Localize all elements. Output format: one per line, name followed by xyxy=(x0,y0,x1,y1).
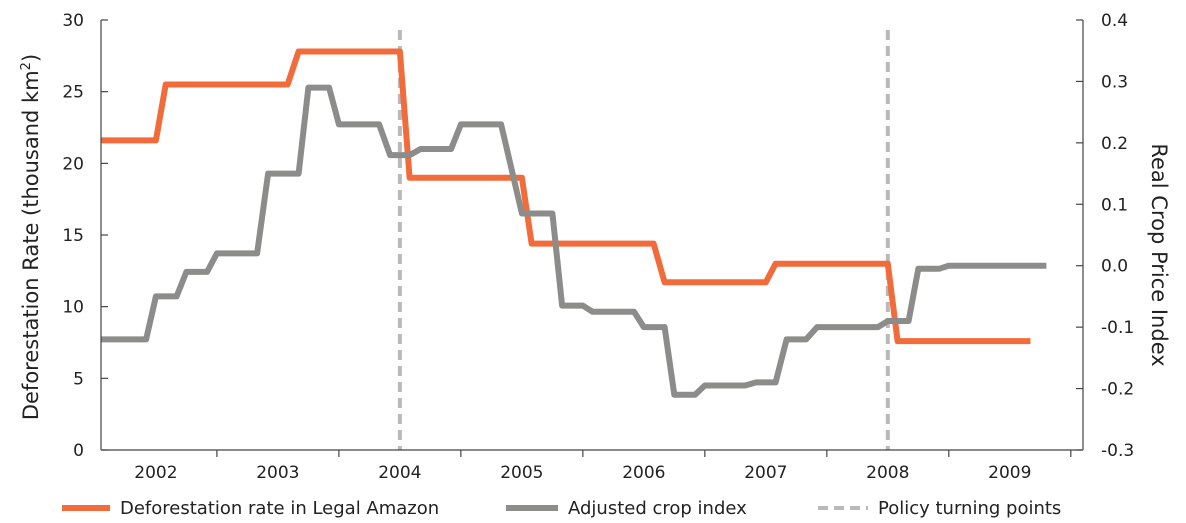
y-right-tick-label: -0.3 xyxy=(1101,441,1134,461)
x-tick-label: 2008 xyxy=(866,463,909,483)
deforestation-series-line xyxy=(101,48,1031,345)
axes xyxy=(100,19,1084,457)
legend: Deforestation rate in Legal Amazon Adjust… xyxy=(62,498,1061,519)
y-right-tick-label: 0.0 xyxy=(1101,257,1128,277)
y-right-tick-label: 0.3 xyxy=(1101,72,1128,92)
x-tick-label: 2003 xyxy=(256,463,299,483)
y-axis-title-left: Deforestation Rate (thousand km2) xyxy=(19,54,43,420)
x-tick-label: 2007 xyxy=(744,463,787,483)
legend-label-2: Policy turning points xyxy=(878,498,1061,519)
x-tick-label: 2005 xyxy=(500,463,543,483)
y-left-tick-label: 15 xyxy=(62,226,84,246)
y-right-tick-label: 0.2 xyxy=(1101,134,1128,154)
tick-labels: 0 5 10 15 20 25 30 -0.3 -0.2 -0.1 0.0 0.1 0.2 0.3 0.4 2… xyxy=(62,11,1134,483)
y-axis-title-right: Real Crop Price Index xyxy=(1147,143,1171,366)
y-left-tick-label: 25 xyxy=(62,83,84,103)
x-tick-label: 2006 xyxy=(622,463,665,483)
legend-label-0: Deforestation rate in Legal Amazon xyxy=(120,498,439,519)
y-left-tick-label: 30 xyxy=(62,11,84,31)
crop-index-series-line xyxy=(101,84,1047,398)
y-left-tick-label: 10 xyxy=(62,298,84,318)
y-right-tick-label: 0.4 xyxy=(1101,11,1128,31)
y-right-tick-label: -0.2 xyxy=(1101,380,1134,400)
plot-area xyxy=(101,30,1047,450)
y-left-tick-label: 0 xyxy=(73,441,84,461)
legend-label-1: Adjusted crop index xyxy=(568,498,747,519)
y-right-tick-label: 0.1 xyxy=(1101,195,1128,215)
x-tick-label: 2009 xyxy=(988,463,1031,483)
y-left-tick-label: 5 xyxy=(73,369,84,389)
x-tick-label: 2002 xyxy=(134,463,177,483)
x-tick-label: 2004 xyxy=(378,463,421,483)
y-left-tick-label: 20 xyxy=(62,154,84,174)
y-right-tick-label: -0.1 xyxy=(1101,318,1134,338)
